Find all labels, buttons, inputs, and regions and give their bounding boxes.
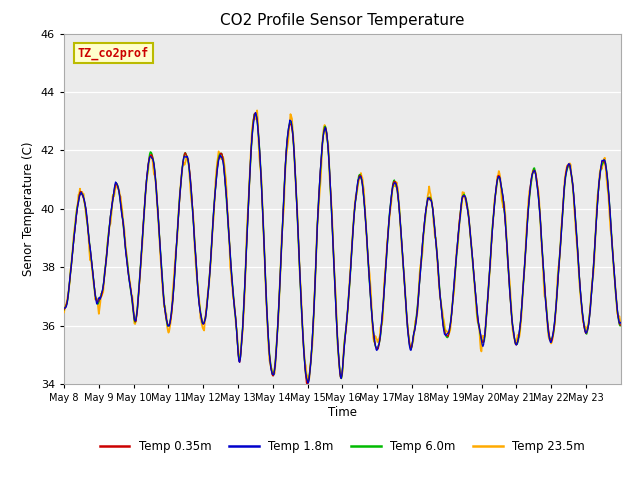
Title: CO2 Profile Sensor Temperature: CO2 Profile Sensor Temperature bbox=[220, 13, 465, 28]
Legend: Temp 0.35m, Temp 1.8m, Temp 6.0m, Temp 23.5m: Temp 0.35m, Temp 1.8m, Temp 6.0m, Temp 2… bbox=[95, 435, 589, 458]
X-axis label: Time: Time bbox=[328, 406, 357, 419]
Text: TZ_co2prof: TZ_co2prof bbox=[78, 47, 149, 60]
Y-axis label: Senor Temperature (C): Senor Temperature (C) bbox=[22, 142, 35, 276]
